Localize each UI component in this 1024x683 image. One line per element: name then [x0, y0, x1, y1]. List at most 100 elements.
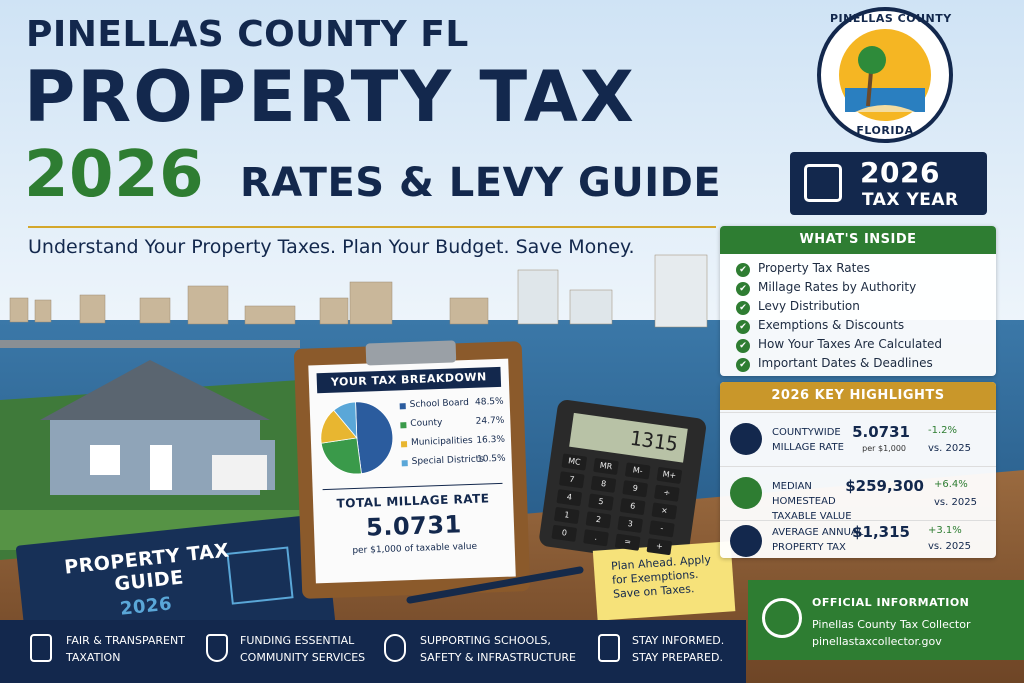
- calculator-key: 7: [558, 471, 585, 489]
- title-year: 2026: [24, 138, 205, 212]
- highlight-label: AVERAGE ANNUAL PROPERTY TAX: [772, 527, 864, 553]
- pie-slice: [333, 401, 358, 440]
- badge-year: 2026: [860, 156, 940, 189]
- year-badge: 2026 TAX YEAR: [790, 152, 987, 215]
- calculator-key: 2: [585, 511, 612, 529]
- calculator-key: 4: [556, 489, 583, 507]
- calculator-key: 0: [551, 524, 578, 542]
- highlight-label: COUNTYWIDE MILLAGE RATE: [772, 427, 844, 453]
- globe-icon: [762, 598, 802, 638]
- calculator-key: ÷: [654, 484, 680, 502]
- inside-item: Levy Distribution: [736, 299, 860, 315]
- calculator-key: 3: [617, 515, 644, 534]
- official-panel: OFFICIAL INFORMATION Pinellas County Tax…: [748, 580, 1024, 660]
- inside-item: How Your Taxes Are Calculated: [736, 337, 942, 353]
- divider: [28, 226, 716, 228]
- legend-swatch: [401, 460, 408, 467]
- total-title: TOTAL MILLAGE RATE: [336, 491, 490, 511]
- calculator-key: M-: [624, 462, 651, 480]
- tagline: Understand Your Property Taxes. Plan You…: [28, 236, 635, 258]
- calculator-key: =: [614, 533, 641, 551]
- calculator-key: 1: [553, 506, 580, 525]
- highlights-title: 2026 KEY HIGHLIGHTS: [720, 382, 996, 410]
- legend-label: School Board: [409, 397, 470, 411]
- dollar-icon: [730, 525, 762, 557]
- highlight-row: COUNTYWIDE MILLAGE RATE 5.0731 per $1,00…: [720, 412, 996, 467]
- footer-icon: [206, 634, 228, 662]
- legend-value: 10.5%: [476, 453, 506, 465]
- highlights-panel: 2026 KEY HIGHLIGHTS COUNTYWIDE MILLAGE R…: [720, 382, 996, 558]
- highlight-change: +6.4%: [934, 479, 968, 490]
- legend-label: Special Districts: [411, 454, 485, 468]
- footer-icon: [598, 634, 620, 662]
- inside-item: Millage Rates by Authority: [736, 280, 916, 296]
- calculator-key: 5: [588, 493, 614, 511]
- footer-bar: FAIR & TRANSPARENT TAXATION FUNDING ESSE…: [0, 620, 746, 683]
- divider: [322, 482, 503, 491]
- pie-slice: [320, 437, 362, 475]
- highlight-row: AVERAGE ANNUAL PROPERTY TAX $1,315 +3.1%…: [720, 520, 996, 559]
- highlight-label: MEDIAN HOMESTEAD TAXABLE VALUE: [772, 481, 852, 522]
- inside-title: WHAT'S INSIDE: [720, 226, 996, 254]
- sticky-note: Plan Ahead. Apply for Exemptions. Save o…: [610, 552, 712, 601]
- calculator-key: MC: [561, 453, 588, 471]
- calculator: 1315 MC MR M- M+ 7 8 9 ÷ 4 5 6 × 1 2 3- 0. = +: [538, 398, 707, 565]
- highlight-change: +3.1%: [928, 525, 962, 536]
- footer-item: STAY INFORMED. STAY PREPARED.: [632, 634, 725, 664]
- calculator-key: .: [583, 529, 609, 547]
- official-title: OFFICIAL INFORMATION: [812, 596, 970, 609]
- calculator-keys: MC MR M- M+ 7 8 9 ÷ 4 5 6 × 1 2 3- 0. = +: [551, 453, 692, 560]
- inside-item: Important Dates & Deadlines: [736, 356, 933, 372]
- calculator-key: 9: [622, 480, 649, 498]
- total-note: per $1,000 of taxable value: [352, 541, 478, 557]
- footer-icon: [30, 634, 52, 662]
- official-site: pinellastaxcollector.gov: [812, 635, 942, 648]
- highlight-compare: vs. 2025: [928, 541, 971, 552]
- calculator-key: M+: [656, 466, 683, 484]
- highlight-compare: vs. 2025: [928, 443, 971, 454]
- highlight-note: per $1,000: [862, 444, 906, 453]
- total-value: 5.0731: [365, 510, 463, 542]
- inside-item: Property Tax Rates: [736, 261, 870, 277]
- legend-swatch: [400, 422, 407, 429]
- home-icon: [730, 477, 762, 509]
- calculator-key: ×: [651, 502, 678, 520]
- highlight-row: MEDIAN HOMESTEAD TAXABLE VALUE $259,300 …: [720, 466, 996, 522]
- pie-chart: [320, 401, 394, 475]
- legend-swatch: [400, 441, 408, 448]
- footer-item: FAIR & TRANSPARENT TAXATION: [66, 634, 185, 664]
- calculator-key: 6: [619, 497, 646, 516]
- legend-value: 48.5%: [474, 396, 504, 408]
- badge-label: TAX YEAR: [862, 190, 959, 210]
- breakdown-title: YOUR TAX BREAKDOWN: [316, 366, 502, 394]
- calculator-display: 1315: [628, 425, 680, 457]
- logo-top: PINELLAS COUNTY: [830, 12, 952, 25]
- highlight-value: $1,315: [852, 523, 910, 541]
- chart-icon: [730, 423, 762, 455]
- calculator-key: MR: [593, 457, 619, 476]
- title-sub: RATES & LEVY GUIDE: [240, 160, 722, 206]
- inside-panel: WHAT'S INSIDE Property Tax Rates Millage…: [720, 226, 996, 376]
- highlight-value: 5.0731: [852, 423, 910, 441]
- title-main: PROPERTY TAX: [24, 56, 636, 138]
- legend-swatch: [399, 403, 406, 410]
- inside-item: Exemptions & Discounts: [736, 318, 904, 334]
- legend-value: 16.3%: [476, 434, 506, 446]
- highlight-compare: vs. 2025: [934, 497, 977, 508]
- calculator-key: +: [646, 538, 673, 556]
- tax-breakdown: YOUR TAX BREAKDOWN School Board 48.5% Coun…: [308, 359, 515, 584]
- title-line: PINELLAS COUNTY FL: [26, 14, 469, 55]
- pie-legend: School Board 48.5% County 24.7% Municipaliti…: [399, 396, 513, 481]
- legend-value: 24.7%: [475, 415, 505, 427]
- highlight-value: $259,300: [845, 477, 924, 495]
- footer-item: SUPPORTING SCHOOLS, SAFETY & INFRASTRUCT…: [420, 634, 576, 664]
- highlight-change: -1.2%: [928, 425, 958, 436]
- legend-label: County: [410, 417, 443, 430]
- official-name: Pinellas County Tax Collector: [812, 618, 971, 631]
- footer-icon: [384, 634, 406, 662]
- calendar-icon: [804, 164, 842, 202]
- logo-bottom: FLORIDA: [856, 124, 914, 137]
- footer-item: FUNDING ESSENTIAL COMMUNITY SERVICES: [240, 634, 366, 664]
- calculator-key: -: [648, 520, 675, 538]
